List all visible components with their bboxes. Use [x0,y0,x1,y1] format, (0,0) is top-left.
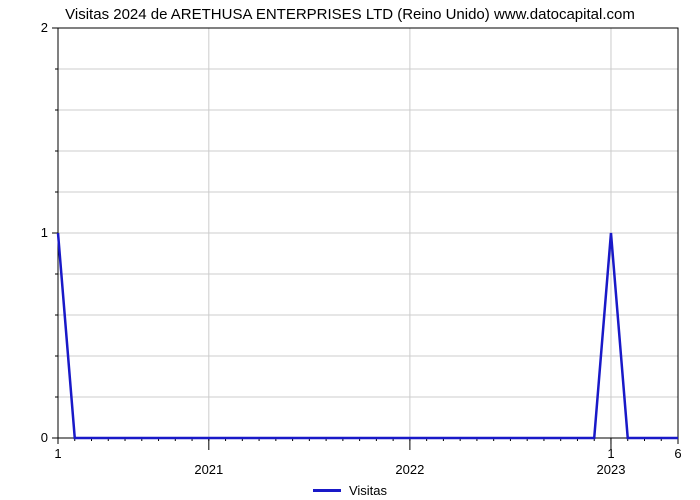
y-tick-label: 1 [18,225,48,240]
x-year-label: 2022 [395,462,424,477]
chart-plot [48,18,700,468]
y-tick-label: 2 [18,20,48,35]
x-year-label: 2023 [597,462,626,477]
x-tick-label: 6 [674,446,681,461]
chart-container: { "chart": { "type": "line", "title": "V… [0,0,700,500]
x-tick-label: 1 [607,446,614,461]
x-tick-label: 1 [54,446,61,461]
legend-label: Visitas [349,483,387,498]
chart-legend: Visitas [0,482,700,498]
legend-line-icon [313,489,341,492]
y-tick-label: 0 [18,430,48,445]
x-year-label: 2021 [194,462,223,477]
